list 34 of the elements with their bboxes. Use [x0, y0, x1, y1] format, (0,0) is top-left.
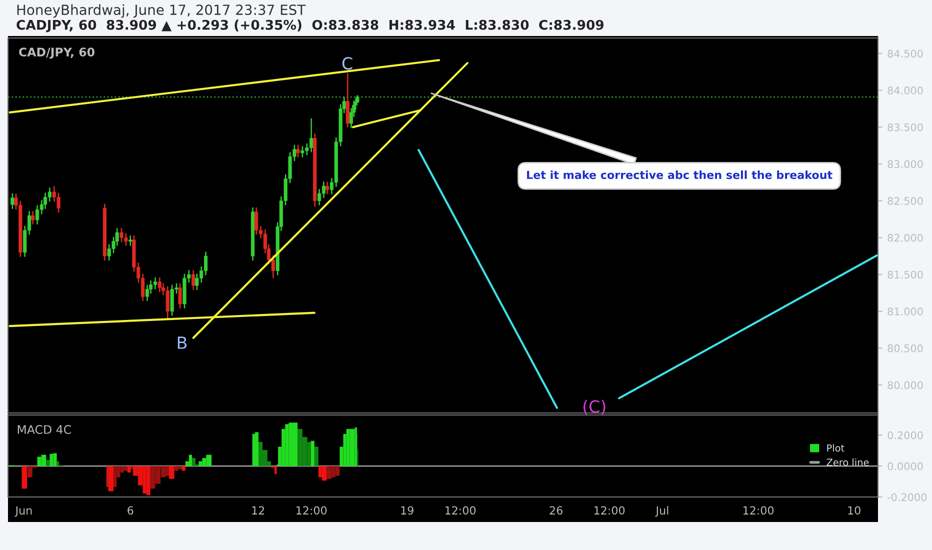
y-tick-label: 81.500 [888, 270, 923, 279]
chart-title: HoneyBhardwaj, June 17, 2017 23:37 EST [17, 4, 306, 18]
y-tick-label: 82.500 [888, 197, 923, 205]
y-tick-label: 81.000 [888, 308, 923, 316]
annotation: (C) [583, 400, 606, 415]
x-tick-label: 26 [550, 506, 562, 515]
y-tick-label: 82.000 [888, 234, 923, 242]
x-tick-label: 12:00 [296, 506, 327, 515]
x-tick-label: 10 [848, 506, 860, 515]
y-tick-label: 83.500 [888, 123, 923, 132]
annotation: Let it make corrective abc then sell the breakout [527, 170, 832, 180]
y-tick-label: -0.2000 [888, 493, 927, 502]
x-tick-label: 19 [401, 506, 414, 515]
y-tick-label: 0.2000 [888, 431, 923, 440]
x-tick-label: 12:00 [446, 506, 476, 515]
legend-label: Plot [827, 444, 844, 452]
x-tick-label: 12:00 [743, 506, 774, 515]
x-tick-label: Jun [14, 506, 32, 517]
y-tick-label: 80.500 [888, 344, 923, 352]
annotation: C [342, 57, 352, 70]
x-tick-label: 12 [252, 506, 264, 514]
y-tick-label: 80.000 [888, 381, 923, 390]
x-tick-label: Jul [655, 506, 668, 517]
ref-line-label: Zero line [826, 458, 869, 466]
text: MACD 4C [18, 425, 71, 434]
y-tick-label: 84.500 [888, 50, 923, 58]
y-tick-label: 84.000 [888, 86, 923, 94]
x-tick-label: 6 [128, 506, 134, 515]
x-tick-label: 12:00 [594, 506, 625, 515]
y-tick-label: 83.000 [888, 160, 923, 168]
annotation: CAD/JPY, 60 [19, 48, 94, 59]
y-tick-label: 0.0000 [888, 462, 923, 470]
annotation: B [178, 336, 187, 349]
chart-subtitle: CADJPY, 60 83.909 ▲ +0.293 (+0.35%) O:83.838 H:83.934 L:83.830 C:83.909 [16, 20, 604, 32]
